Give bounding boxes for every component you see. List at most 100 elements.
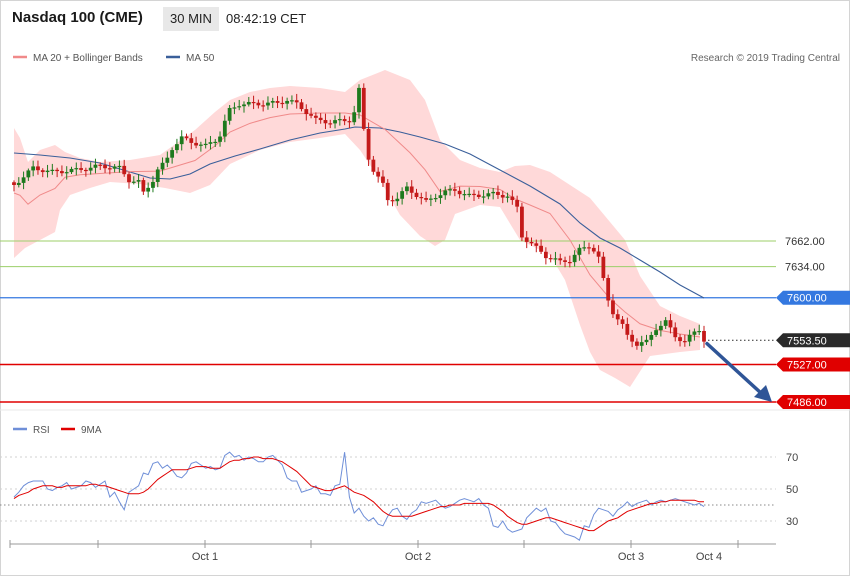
candle [60, 165, 64, 177]
candle [79, 162, 83, 173]
candle [313, 112, 318, 125]
candle [347, 116, 352, 129]
candle [131, 176, 136, 185]
candle [515, 195, 520, 213]
candle [553, 251, 558, 265]
candle [572, 250, 577, 267]
candle [654, 323, 658, 337]
candle [491, 187, 496, 200]
candle [476, 190, 481, 199]
candle-body [654, 330, 658, 335]
ma20-line [13, 112, 701, 338]
candle [318, 113, 323, 124]
candle-body [213, 141, 218, 144]
candle-body [558, 258, 563, 261]
candle-body [352, 112, 357, 123]
candle [194, 136, 198, 149]
candle [285, 97, 290, 110]
candle [510, 190, 515, 205]
candle [486, 189, 491, 200]
candle-body [543, 251, 548, 259]
candle [529, 237, 534, 247]
candle [333, 115, 337, 129]
candle [539, 239, 543, 254]
candle [687, 329, 692, 347]
candle-body [563, 260, 567, 262]
candle [371, 155, 376, 175]
candle [591, 244, 596, 254]
candle-body [697, 330, 702, 333]
candle [658, 320, 663, 337]
candle-body [405, 186, 409, 192]
interval-selector[interactable]: 30 MIN [163, 7, 219, 31]
candle-body [596, 251, 601, 257]
candle-body [443, 190, 448, 196]
candle-body [79, 168, 83, 170]
candle [472, 189, 476, 202]
candle [457, 186, 462, 199]
price-levels [0, 240, 776, 403]
candle [136, 173, 141, 188]
candle-body [256, 102, 261, 106]
candle-body [567, 261, 572, 264]
candle-body [328, 123, 333, 125]
candle-body [189, 138, 194, 143]
ma50-legend-label: MA 50 [186, 53, 215, 64]
candle-body [45, 170, 50, 173]
candle [227, 104, 232, 125]
candle-body [419, 197, 424, 199]
candle [16, 177, 21, 188]
candle-body [390, 200, 395, 202]
candle [107, 162, 112, 175]
candle [232, 102, 237, 115]
rsi-legend: RSI 9MA [13, 425, 102, 436]
candle-body [366, 128, 371, 160]
candle-body [261, 105, 266, 107]
candle [266, 96, 270, 110]
candle-body [649, 334, 654, 340]
candle [203, 138, 208, 149]
candle [448, 184, 452, 196]
candle-body [333, 120, 337, 124]
candle-body [587, 247, 591, 249]
candle [524, 231, 529, 249]
candle [294, 93, 299, 109]
candle-body [505, 196, 510, 198]
candle [299, 99, 304, 112]
candle [155, 166, 160, 188]
candle [366, 122, 371, 167]
candle [481, 190, 486, 204]
candle [74, 162, 79, 176]
candle [342, 115, 347, 126]
time-axis-label: Oct 3 [618, 551, 644, 563]
candle [256, 99, 261, 109]
candle [208, 135, 213, 150]
candle [428, 194, 433, 207]
candle-body [88, 167, 93, 171]
candle [405, 182, 409, 195]
candle [64, 166, 69, 180]
candle-body [74, 168, 79, 170]
candle [548, 254, 553, 263]
candle [390, 195, 395, 207]
candle [198, 141, 203, 152]
candle-body [246, 101, 251, 105]
candle-body [280, 102, 285, 105]
candle [534, 239, 539, 253]
candle-body [510, 196, 515, 201]
candle-body [438, 195, 443, 199]
candle-body [400, 191, 405, 199]
candle [577, 244, 582, 261]
candle-body [26, 170, 31, 178]
candle [12, 180, 16, 192]
candle [520, 202, 524, 242]
candle [36, 160, 40, 175]
candle [189, 132, 194, 150]
candle [558, 253, 563, 265]
candle-body [635, 341, 639, 346]
candle-body [582, 247, 587, 249]
candle [639, 335, 644, 352]
candle-body [601, 256, 606, 279]
candle [443, 186, 448, 200]
timestamp: 08:42:19 CET [226, 11, 307, 26]
